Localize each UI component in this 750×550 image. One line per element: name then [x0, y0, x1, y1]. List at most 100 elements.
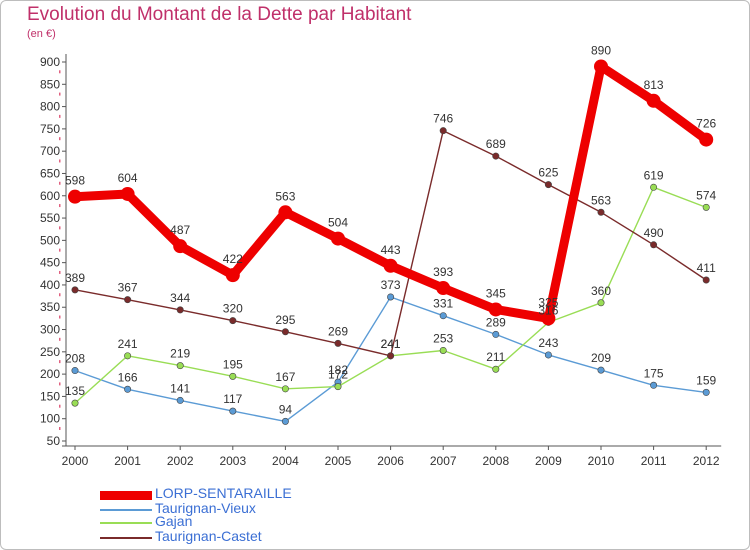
- data-label-gajan: 241: [118, 337, 138, 351]
- data-label-taurignan-castet: 241: [381, 337, 401, 351]
- data-point-gajan: [334, 383, 342, 391]
- legend-swatch: [100, 509, 152, 511]
- y-tick-label: 250: [40, 345, 60, 359]
- legend-swatch: [100, 537, 152, 539]
- y-tick-label: 400: [40, 278, 60, 292]
- data-label-lorp-sentaraille: 443: [381, 243, 401, 257]
- x-tick-label: 2006: [377, 454, 404, 468]
- x-tick-label: 2012: [693, 454, 720, 468]
- axes: 50 100 150 200 250 300 350 400 450 500 550 600 650 70…: [40, 54, 722, 468]
- data-point-gajan: [124, 352, 132, 360]
- data-label-lorp-sentaraille: 563: [275, 189, 295, 203]
- data-point-taurignan-vieux: [650, 381, 658, 389]
- x-tick-label: 2008: [482, 454, 509, 468]
- data-label-taurignan-vieux: 94: [279, 402, 293, 416]
- data-label-gajan: 211: [486, 350, 505, 364]
- data-point-lorp-sentaraille: [436, 281, 451, 296]
- data-point-taurignan-vieux: [544, 351, 552, 359]
- data-point-lorp-sentaraille: [541, 311, 556, 326]
- data-point-lorp-sentaraille: [488, 302, 503, 317]
- data-point-lorp-sentaraille: [173, 239, 188, 254]
- y-tick-label: 700: [40, 144, 60, 158]
- data-label-lorp-sentaraille: 890: [591, 43, 611, 57]
- x-tick-label: 2002: [167, 454, 194, 468]
- data-point-lorp-sentaraille: [594, 59, 608, 74]
- x-tick-label: 2003: [219, 454, 246, 468]
- y-tick-label: 450: [40, 256, 60, 270]
- data-point-lorp-sentaraille: [120, 186, 135, 201]
- data-point-taurignan-vieux: [387, 293, 395, 301]
- data-label-taurignan-vieux: 373: [381, 278, 401, 292]
- data-label-taurignan-vieux: 182: [328, 363, 348, 377]
- data-point-gajan: [650, 183, 658, 191]
- y-tick-label: 550: [40, 211, 60, 225]
- y-tick-label: 100: [40, 412, 60, 426]
- data-point-taurignan-vieux: [702, 388, 710, 396]
- y-tick-label: 150: [40, 389, 60, 403]
- minor-tick: [59, 427, 61, 430]
- data-point-taurignan-castet: [702, 276, 710, 284]
- data-point-taurignan-castet: [229, 317, 237, 325]
- data-label-lorp-sentaraille: 393: [433, 265, 453, 279]
- data-label-taurignan-vieux: 331: [433, 297, 453, 311]
- data-label-taurignan-vieux: 208: [65, 352, 85, 366]
- data-label-gajan: 253: [433, 331, 453, 345]
- x-tick-label: 2000: [62, 454, 89, 468]
- data-label-taurignan-castet: 269: [328, 324, 348, 338]
- data-point-taurignan-vieux: [124, 385, 132, 393]
- data-point-taurignan-vieux: [176, 396, 184, 404]
- legend-label: Taurignan-Castet: [155, 528, 262, 544]
- legend-swatch: [100, 490, 152, 500]
- series-layer: [68, 59, 714, 425]
- data-point-lorp-sentaraille: [225, 268, 240, 283]
- data-point-taurignan-castet: [281, 328, 289, 336]
- y-tick-label: 600: [40, 189, 60, 203]
- data-point-lorp-sentaraille: [278, 205, 293, 220]
- y-tick-label: 200: [40, 367, 60, 381]
- data-point-gajan: [281, 385, 289, 393]
- data-label-taurignan-vieux: 166: [118, 370, 138, 384]
- minor-tick: [59, 159, 61, 163]
- legend-label: Gajan: [155, 513, 193, 529]
- data-point-lorp-sentaraille: [699, 132, 714, 147]
- data-label-taurignan-vieux: 141: [170, 381, 190, 395]
- minor-tick: [59, 181, 61, 185]
- data-label-lorp-sentaraille: 813: [644, 78, 664, 92]
- data-label-lorp-sentaraille: 487: [170, 223, 190, 237]
- data-label-gajan: 241: [381, 337, 401, 351]
- y-tick-label: 50: [47, 434, 61, 448]
- data-label-taurignan-castet: 389: [65, 271, 85, 285]
- y-tick-label: 850: [40, 77, 60, 91]
- data-point-gajan: [597, 299, 605, 307]
- data-label-gajan: 219: [170, 347, 190, 361]
- data-label-gajan: 316: [538, 303, 558, 317]
- data-label-taurignan-vieux: 175: [644, 366, 664, 380]
- data-label-taurignan-castet: 367: [118, 281, 138, 295]
- data-label-taurignan-vieux: 243: [538, 336, 558, 350]
- data-label-taurignan-castet: 563: [591, 193, 611, 207]
- data-label-gajan: 167: [275, 370, 295, 384]
- minor-tick: [59, 293, 61, 297]
- data-label-lorp-sentaraille: 422: [223, 252, 243, 266]
- data-label-gajan: 574: [696, 188, 716, 202]
- data-point-gajan: [71, 399, 79, 407]
- legend-label: Taurignan-Vieux: [155, 500, 256, 516]
- legend-label: LORP-SENTARAILLE: [155, 485, 292, 501]
- data-label-taurignan-castet: 320: [223, 302, 243, 316]
- data-label-gajan: 195: [223, 357, 243, 371]
- data-label-lorp-sentaraille: 598: [65, 174, 85, 188]
- data-point-gajan: [439, 346, 447, 354]
- data-label-lorp-sentaraille: 504: [328, 216, 348, 230]
- y-tick-label: 900: [40, 55, 60, 69]
- data-point-taurignan-castet: [334, 339, 342, 347]
- data-label-taurignan-castet: 689: [486, 137, 506, 151]
- data-label-taurignan-vieux: 209: [591, 351, 611, 365]
- data-label-lorp-sentaraille: 325: [538, 295, 558, 309]
- data-point-taurignan-castet: [387, 352, 395, 360]
- x-tick-label: 2005: [325, 454, 352, 468]
- data-point-taurignan-castet: [650, 241, 658, 249]
- data-point-gajan: [229, 372, 237, 380]
- data-point-lorp-sentaraille: [383, 258, 398, 273]
- data-point-taurignan-vieux: [492, 330, 500, 338]
